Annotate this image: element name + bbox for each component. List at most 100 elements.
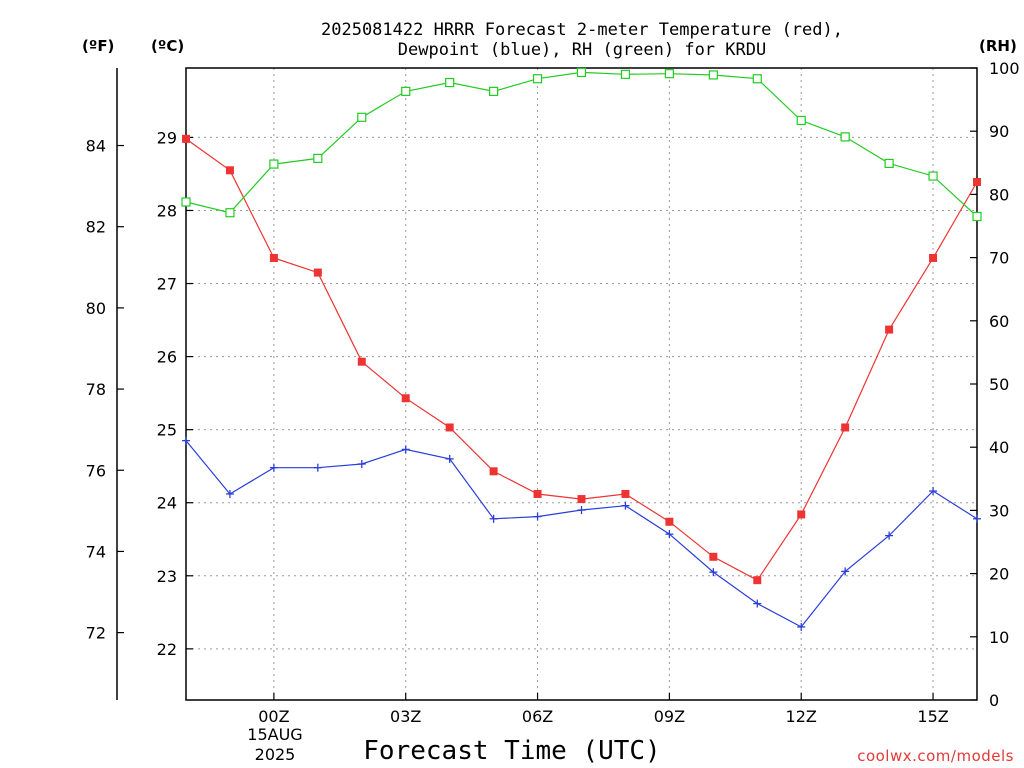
rh-marker: [225, 208, 235, 218]
fahrenheit-tick-label: 80: [86, 299, 106, 318]
celsius-tick-label: 27: [157, 275, 177, 294]
dewpoint-marker: [797, 622, 806, 631]
temperature-marker: [269, 253, 278, 262]
rh-marker: [576, 67, 587, 78]
rh-marker: [708, 70, 718, 80]
temperature-marker: [709, 552, 718, 561]
x-tick-label: 15Z: [917, 707, 948, 726]
temperature-marker: [357, 357, 366, 366]
temperature-marker: [313, 268, 322, 277]
temperature-marker: [885, 325, 894, 334]
dewpoint-marker: [885, 531, 894, 540]
data-series: [181, 67, 982, 631]
fahrenheit-tick-label: 78: [86, 380, 106, 399]
celsius-tick-label: 28: [157, 201, 177, 220]
rh-tick-label: 80: [989, 185, 1009, 204]
temperature-marker: [797, 510, 806, 519]
rh-marker: [489, 86, 499, 96]
celsius-tick-label: 29: [157, 128, 177, 147]
fahrenheit-tick-label: 82: [86, 218, 106, 237]
rh-tick-label: 40: [989, 438, 1009, 457]
rh-marker: [840, 132, 850, 142]
celsius-tick-label: 24: [157, 494, 177, 513]
dewpoint-marker: [313, 463, 322, 472]
rh-marker: [401, 86, 411, 96]
fahrenheit-tick-label: 72: [86, 624, 106, 643]
fahrenheit-tick-label: 74: [86, 542, 106, 561]
dewpoint-marker: [753, 599, 762, 608]
x-tick-label: 12Z: [786, 707, 817, 726]
dewpoint-marker: [401, 445, 410, 454]
temperature-marker: [489, 467, 498, 476]
rh-tick-label: 30: [989, 501, 1009, 520]
dewpoint-marker: [533, 512, 542, 521]
dewpoint-marker: [357, 460, 366, 469]
celsius-tick-label: 23: [157, 567, 177, 586]
dewpoint-marker: [929, 487, 938, 496]
dewpoint-marker: [973, 514, 981, 523]
fahrenheit-tick-label: 84: [86, 137, 106, 156]
x-tick-label: 03Z: [390, 707, 421, 726]
temperature-marker: [753, 576, 762, 585]
dewpoint-marker: [665, 530, 674, 539]
x-tick-label: 00Z: [258, 707, 289, 726]
rh-marker: [664, 69, 674, 79]
temperature-marker: [401, 394, 410, 403]
celsius-tick-label: 25: [157, 421, 177, 440]
rh-marker: [972, 211, 982, 222]
date-label-day: 15AUG: [247, 725, 302, 744]
celsius-tick-label: 26: [157, 348, 177, 367]
grid-lines: [186, 68, 977, 700]
temperature-marker: [929, 253, 938, 262]
axis-ticks: 00Z 03Z 06Z 09Z 12Z 15Z 22 23 24 25 26 27 28 29 72 74 76…: [86, 59, 1020, 726]
rh-tick-label: 70: [989, 249, 1009, 268]
rh-marker: [269, 159, 279, 169]
rh-marker: [620, 69, 631, 79]
x-tick-label: 09Z: [654, 707, 685, 726]
rh-marker: [884, 158, 894, 169]
dewpoint-marker: [269, 463, 278, 472]
date-label-year: 2025: [255, 745, 296, 764]
dewpoint-marker: [225, 489, 234, 498]
fahrenheit-tick-label: 76: [86, 461, 106, 480]
series-line-dewpoint: [185, 440, 978, 628]
dewpoint-marker: [709, 568, 718, 577]
dewpoint-marker: [182, 436, 190, 445]
source-credit: coolwx.com/models: [857, 747, 1014, 765]
rh-marker: [445, 77, 455, 88]
x-axis-title: Forecast Time (UTC): [363, 736, 660, 766]
rh-tick-label: 90: [989, 122, 1009, 141]
rh-tick-label: 100: [989, 59, 1020, 78]
x-tick-label: 06Z: [522, 707, 553, 726]
dewpoint-marker: [577, 506, 586, 515]
rh-marker: [928, 171, 938, 181]
series-line-rh: [185, 71, 978, 217]
rh-tick-label: 20: [989, 565, 1009, 584]
rh-marker: [357, 112, 367, 122]
temperature-marker: [533, 489, 542, 498]
dewpoint-marker: [445, 454, 454, 463]
rh-unit-label: (RH): [979, 37, 1017, 55]
temperature-marker: [621, 489, 630, 498]
rh-tick-label: 10: [989, 628, 1009, 647]
dewpoint-marker: [841, 567, 850, 576]
rh-marker: [796, 115, 806, 126]
temperature-marker: [225, 166, 234, 175]
rh-tick-label: 50: [989, 375, 1009, 394]
rh-marker: [752, 74, 762, 84]
chart-title-line2: Dewpoint (blue), RH (green) for KRDU: [398, 40, 766, 60]
rh-marker: [532, 74, 543, 84]
rh-tick-label: 0: [989, 691, 999, 710]
temperature-marker: [973, 177, 981, 186]
temperature-marker: [665, 517, 674, 526]
temperature-marker: [841, 423, 850, 432]
temperature-marker: [577, 495, 586, 504]
dewpoint-marker: [489, 514, 498, 523]
dewpoint-marker: [621, 501, 630, 510]
rh-marker: [181, 197, 191, 207]
temperature-marker: [182, 134, 190, 143]
temperature-marker: [445, 423, 454, 432]
celsius-tick-label: 22: [157, 640, 177, 659]
rh-tick-label: 60: [989, 312, 1009, 331]
